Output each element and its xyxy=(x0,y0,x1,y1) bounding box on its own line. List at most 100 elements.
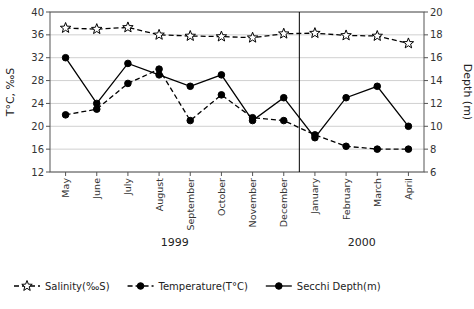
x-tick xyxy=(96,172,97,176)
divider-line xyxy=(299,12,300,172)
y2-axis-label: Depth (m) xyxy=(461,64,474,120)
legend-label: Temperature(T°C) xyxy=(158,281,248,292)
x-tick xyxy=(314,172,315,176)
y-tick-label: 28 xyxy=(31,75,44,86)
y-tick-label: 12 xyxy=(31,167,44,178)
x-tick xyxy=(283,172,284,176)
x-tick-label: March xyxy=(372,178,383,207)
point xyxy=(123,22,133,32)
y2-tick-label: 12 xyxy=(430,98,443,109)
legend-label: Secchi Depth(m) xyxy=(297,281,381,292)
x-tick-label: February xyxy=(341,178,352,220)
point xyxy=(187,83,194,90)
annotation: 1999 xyxy=(161,236,189,249)
grid-line xyxy=(50,80,424,81)
x-tick xyxy=(252,172,253,176)
point xyxy=(405,123,412,130)
point xyxy=(125,60,132,67)
x-tick xyxy=(221,172,222,176)
y2-tick xyxy=(424,80,428,81)
y2-tick-label: 8 xyxy=(430,144,436,155)
x-tick xyxy=(190,172,191,176)
point xyxy=(93,100,100,107)
x-tick xyxy=(159,172,160,176)
y2-tick xyxy=(424,103,428,104)
x-tick xyxy=(127,172,128,176)
series-line xyxy=(66,69,409,149)
y2-tick xyxy=(424,34,428,35)
y2-tick xyxy=(424,57,428,58)
x-tick-label: May xyxy=(60,178,71,198)
x-tick-label: December xyxy=(278,178,289,227)
y-tick xyxy=(46,34,50,35)
point xyxy=(279,28,289,38)
x-tick-label: September xyxy=(185,178,196,231)
x-tick-label: April xyxy=(403,178,414,200)
point xyxy=(374,83,381,90)
legend: Salinity(‰S) Temperature(T°C) Secchi Depth… xyxy=(14,281,381,292)
point xyxy=(343,143,350,150)
point xyxy=(374,146,381,153)
x-tick-label: June xyxy=(91,178,102,200)
series-line xyxy=(66,58,409,138)
y-tick xyxy=(46,80,50,81)
y-tick xyxy=(46,12,50,13)
plot-frame xyxy=(50,12,424,172)
y-tick-label: 40 xyxy=(31,7,44,18)
point xyxy=(247,32,257,42)
y2-tick-label: 20 xyxy=(430,7,443,18)
x-tick xyxy=(377,172,378,176)
point xyxy=(280,117,287,124)
x-tick xyxy=(65,172,66,176)
x-tick xyxy=(408,172,409,176)
legend-marker xyxy=(276,283,283,290)
x-tick-label: January xyxy=(309,178,320,215)
grid-line xyxy=(50,57,424,58)
y-tick xyxy=(46,126,50,127)
y-tick-label: 32 xyxy=(31,52,44,63)
point xyxy=(218,72,225,79)
point xyxy=(310,28,320,38)
y-tick xyxy=(46,57,50,58)
x-tick-label: October xyxy=(216,178,227,216)
point xyxy=(185,31,195,41)
grid-line xyxy=(50,126,424,127)
point xyxy=(125,80,132,87)
point xyxy=(187,117,194,124)
point xyxy=(60,23,70,33)
annotation: 2000 xyxy=(348,236,376,249)
y-tick-label: 20 xyxy=(31,121,44,132)
grid-line xyxy=(50,149,424,150)
y2-tick-label: 14 xyxy=(430,75,443,86)
series-line xyxy=(66,27,409,43)
point xyxy=(156,72,163,79)
point xyxy=(312,134,319,141)
y2-tick xyxy=(424,149,428,150)
point xyxy=(249,117,256,124)
y2-tick-label: 16 xyxy=(430,52,443,63)
point xyxy=(372,31,382,41)
point xyxy=(62,112,69,119)
point xyxy=(341,30,351,40)
x-tick-label: August xyxy=(154,178,165,212)
grid-line xyxy=(50,103,424,104)
point xyxy=(405,146,412,153)
y-tick-label: 16 xyxy=(31,144,44,155)
y2-tick xyxy=(424,126,428,127)
y2-tick-label: 18 xyxy=(430,29,443,40)
x-tick-label: November xyxy=(247,178,258,228)
legend-marker xyxy=(22,281,32,291)
point xyxy=(280,94,287,101)
chart: 121620242832364068101214161820MayJuneJul… xyxy=(0,0,474,309)
point xyxy=(216,31,226,41)
y-tick xyxy=(46,149,50,150)
y-tick xyxy=(46,103,50,104)
legend-marker xyxy=(137,283,144,290)
point xyxy=(92,24,102,34)
point xyxy=(62,54,69,61)
legend-label: Salinity(‰S) xyxy=(45,281,110,292)
grid-line xyxy=(50,34,424,35)
y-tick-label: 24 xyxy=(31,98,44,109)
x-tick-label: July xyxy=(122,178,133,196)
y-axis-label: T°C, ‰S xyxy=(4,68,17,118)
